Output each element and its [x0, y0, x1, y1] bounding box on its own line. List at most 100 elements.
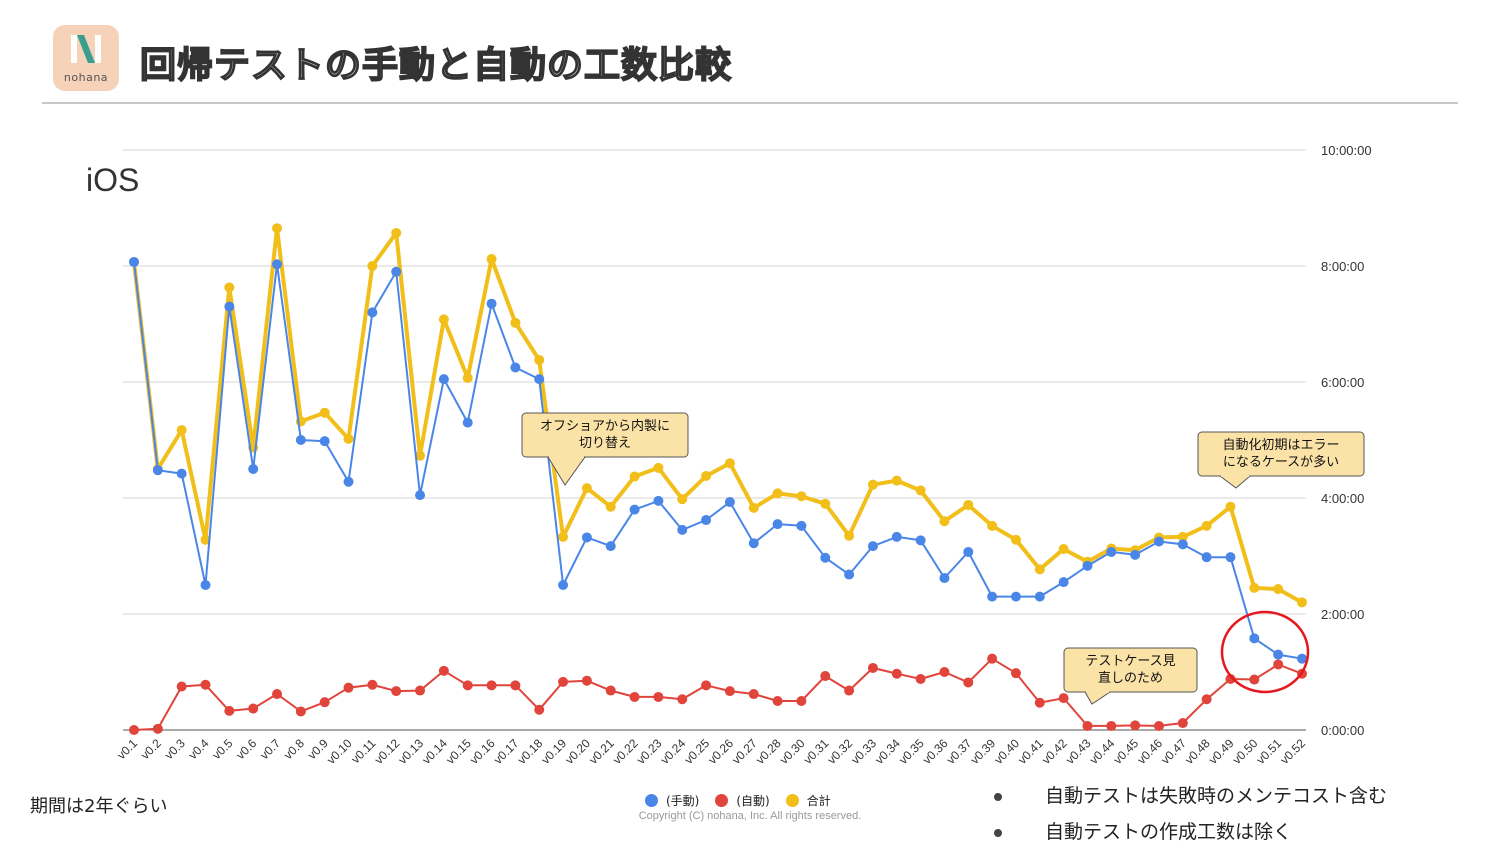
data-point-manual [963, 546, 974, 557]
data-point-total [462, 372, 473, 383]
data-point-total [915, 485, 926, 496]
data-point-manual [272, 259, 283, 270]
data-point-auto [1034, 697, 1045, 708]
data-point-total [1058, 544, 1069, 555]
note-item: 自動テストは失敗時のメンテコスト含む [990, 778, 1387, 814]
data-point-total [272, 223, 283, 234]
callout-box [521, 412, 689, 458]
x-tick-label: v0.26 [705, 736, 736, 767]
data-point-auto [1273, 659, 1284, 670]
data-point-manual [152, 465, 163, 476]
legend-item-auto: (自動) [715, 792, 770, 809]
y-tick-label: 4:00:00 [1321, 491, 1364, 506]
x-tick-label: v0.51 [1254, 736, 1285, 767]
data-point-auto [891, 668, 902, 679]
data-point-manual [1177, 539, 1188, 550]
data-point-manual [415, 490, 426, 501]
x-tick-label: v0.40 [991, 736, 1022, 767]
data-point-auto [653, 691, 664, 702]
data-point-total [1010, 534, 1021, 545]
callout-box [1063, 647, 1198, 693]
legend-item-manual: (手動) [645, 792, 699, 809]
data-point-auto [248, 703, 259, 714]
data-point-auto [200, 679, 211, 690]
data-point-manual [701, 515, 712, 526]
data-point-auto [1177, 718, 1188, 729]
legend-label-manual: (手動) [666, 794, 700, 808]
data-point-auto [224, 705, 235, 716]
data-point-auto [987, 653, 998, 664]
data-point-total [820, 498, 831, 509]
data-point-total [224, 282, 235, 293]
data-point-total [963, 499, 974, 510]
legend-item-total: 合計 [785, 792, 831, 809]
legend-swatch-total [785, 794, 799, 807]
data-point-auto [796, 696, 807, 706]
data-point-auto [438, 665, 449, 676]
data-point-auto [1201, 694, 1212, 705]
x-tick-label: v0.6 [233, 736, 259, 762]
data-point-manual [820, 552, 831, 563]
x-tick-label: v0.30 [777, 736, 808, 767]
x-tick-label: v0.4 [186, 736, 212, 762]
data-point-manual [1297, 653, 1307, 664]
data-point-manual [343, 476, 354, 487]
callout-text: 自動化初期はエラー [1222, 438, 1339, 453]
data-point-manual [724, 497, 735, 508]
callout-text: オフショアから内製に [540, 418, 670, 434]
data-point-manual [462, 417, 473, 428]
data-point-total [1034, 564, 1045, 575]
data-point-auto [486, 680, 497, 691]
data-point-manual [772, 519, 783, 530]
bullet-icon [994, 829, 1002, 837]
company-logo: nohana [53, 25, 119, 91]
data-point-total [581, 483, 592, 494]
data-point-auto [391, 686, 402, 697]
x-tick-label: v0.42 [1039, 736, 1070, 767]
legend-label-auto: (自動) [736, 794, 770, 808]
data-point-manual [653, 495, 664, 506]
data-point-total [772, 488, 783, 499]
x-tick-label: v0.34 [872, 736, 903, 767]
x-tick-label: v0.21 [586, 736, 617, 767]
x-tick-label: v0.31 [801, 736, 832, 767]
data-point-manual [844, 569, 855, 580]
x-tick-label: v0.1 [114, 736, 140, 762]
note-text: 自動テストの作成工数は除く [1045, 821, 1293, 843]
data-point-auto [1082, 720, 1093, 731]
data-point-total [987, 520, 998, 531]
logo-mark-icon [71, 35, 101, 63]
x-tick-label: v0.49 [1206, 736, 1237, 767]
data-point-total [200, 534, 211, 545]
data-point-auto [677, 694, 688, 705]
x-tick-label: v0.15 [443, 736, 474, 767]
series-line-manual [133, 261, 1303, 660]
data-point-total [724, 458, 735, 469]
data-point-manual [891, 531, 902, 542]
series-line-total [132, 226, 1303, 605]
data-point-manual [319, 436, 330, 447]
data-point-manual [224, 301, 235, 312]
x-tick-label: v0.45 [1111, 736, 1142, 767]
note-item: 自動テストの作成工数は除く [990, 814, 1387, 850]
x-tick-label: v0.10 [324, 736, 355, 767]
data-point-total [438, 314, 449, 325]
data-point-total [1273, 584, 1284, 595]
data-point-manual [438, 374, 449, 385]
data-point-auto [748, 689, 759, 700]
x-tick-label: v0.17 [491, 736, 522, 767]
x-tick-label: v0.47 [1158, 736, 1189, 767]
x-tick-label: v0.13 [396, 736, 427, 767]
data-point-manual [1153, 536, 1164, 547]
x-tick-label: v0.18 [515, 736, 546, 767]
data-point-manual [367, 307, 378, 318]
data-point-total [486, 254, 497, 265]
data-point-manual [510, 362, 521, 373]
callout-box [1197, 431, 1365, 477]
data-point-auto [605, 685, 616, 696]
data-point-manual [915, 535, 926, 546]
data-point-auto [295, 706, 306, 717]
data-point-manual [1034, 591, 1045, 602]
y-tick-label: 2:00:00 [1321, 607, 1364, 622]
